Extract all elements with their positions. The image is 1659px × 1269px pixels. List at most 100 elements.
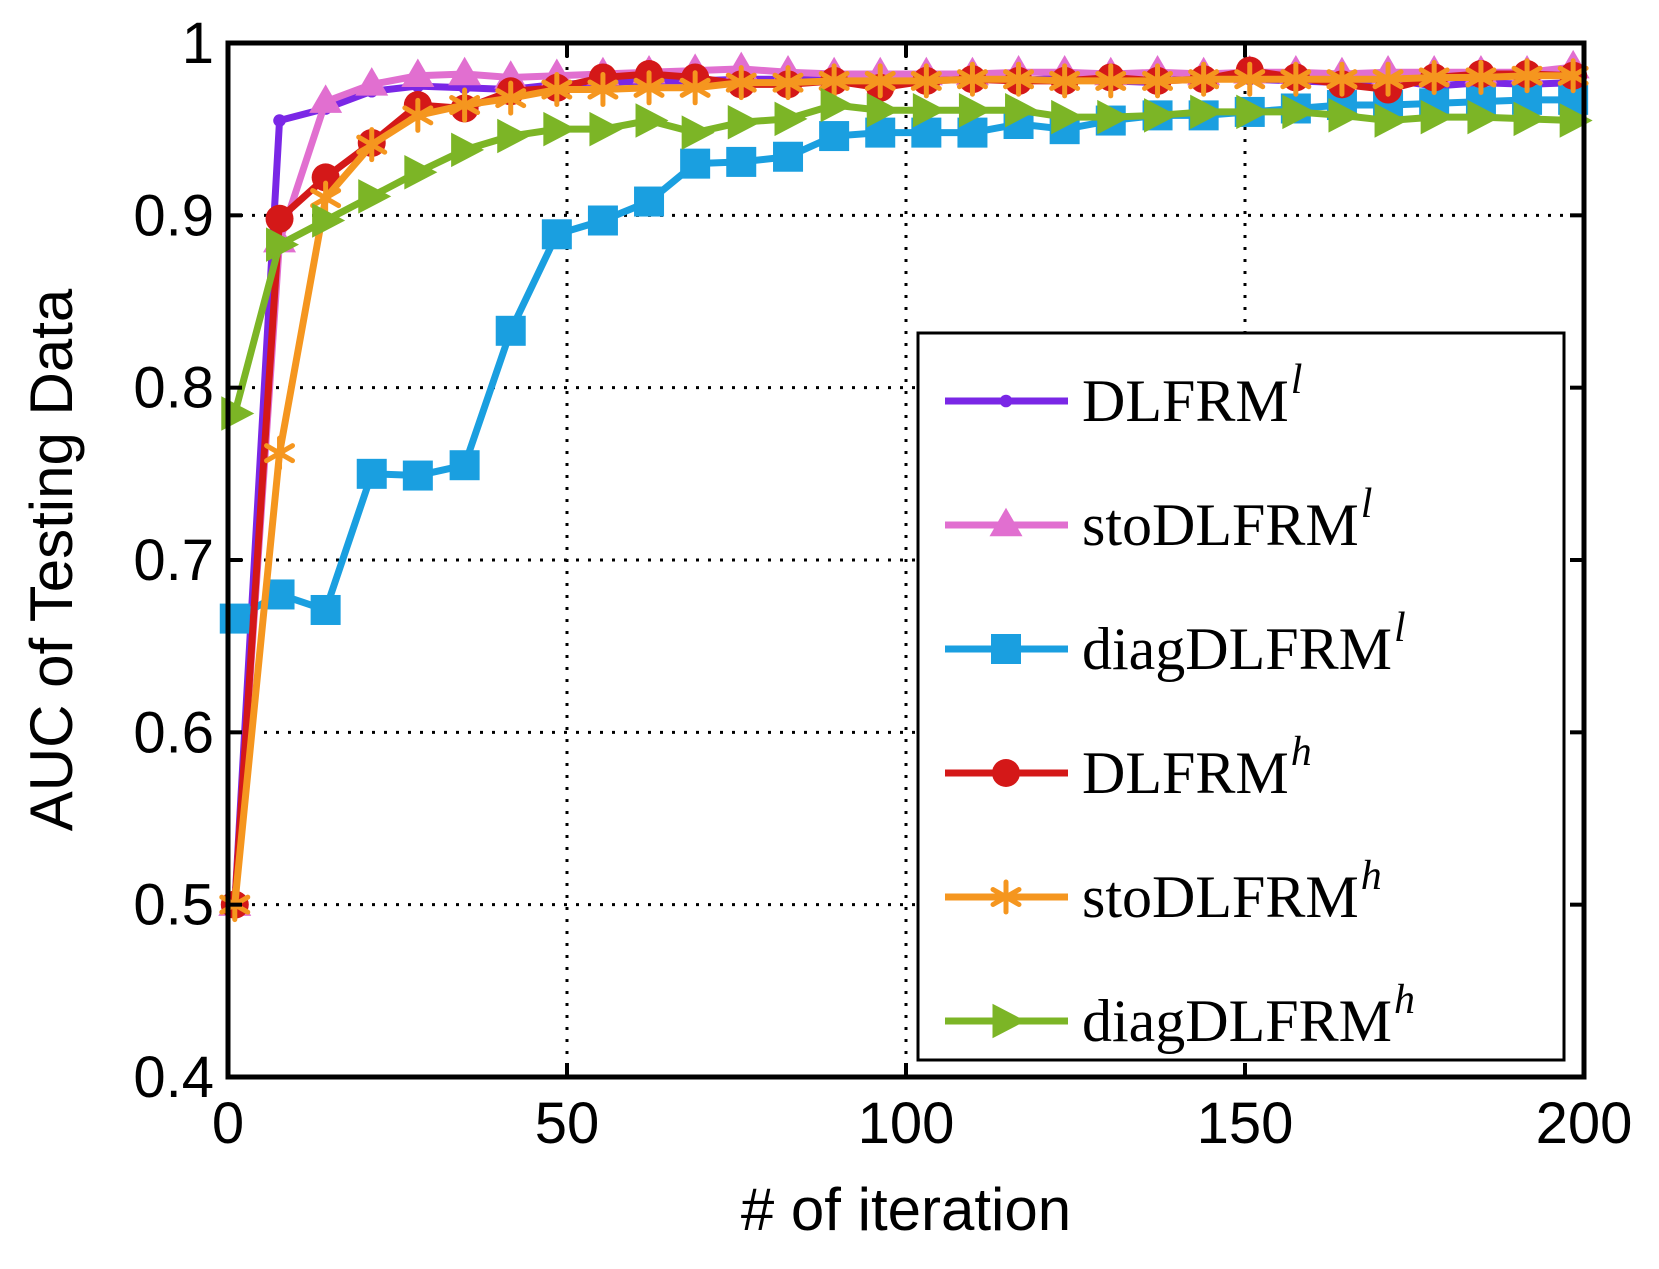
data-point-marker [449,87,481,123]
data-point-marker [820,87,854,123]
data-point-marker [219,603,250,634]
axis-ticks: 0 50 100 150 200 0.4 0.5 0.6 0.7 0.8 0.9 1 [133,11,1632,1156]
x-tick-label: 100 [858,1091,955,1156]
data-point-marker [449,450,480,481]
data-point-marker [265,204,294,233]
legend-label-superscript: l [1291,357,1303,403]
legend-entry: diagDLFRM l [945,605,1406,682]
legend-label-superscript: h [1361,853,1382,899]
series-5-diagdlfrm-h [221,87,1593,431]
data-point-marker [727,105,761,140]
data-point-marker [1051,99,1085,135]
y-tick-label: 0.7 [133,528,214,593]
data-point-marker [402,97,434,133]
y-axis-title: AUC of Testing Data [18,288,85,831]
data-point-marker [310,594,341,625]
data-point-marker [1005,92,1039,128]
data-point-marker [358,179,392,214]
data-point-marker [356,458,387,489]
data-point-marker [1326,61,1358,97]
data-point-marker [311,163,340,192]
legend-entry: stoDLFRM l [945,481,1372,558]
data-point-marker [309,84,343,113]
data-point-marker [401,58,435,87]
x-axis-title: # of iteration [741,1176,1071,1243]
data-point-marker [956,61,988,97]
data-point-marker [989,507,1023,537]
legend-label: diagDLFRM [1082,988,1392,1054]
data-point-marker [495,80,527,116]
data-point-marker [1282,94,1316,130]
data-point-marker [910,63,942,99]
data-point-marker [1280,61,1312,97]
data-point-marker [1467,99,1501,135]
data-point-marker [1095,63,1127,99]
series-4-stodlfrm-h [219,58,1589,923]
data-point-marker [273,114,286,127]
data-point-marker [726,146,757,177]
y-tick-label: 0.6 [133,700,214,765]
legend-label: DLFRM [1082,368,1289,434]
x-tick-label: 0 [212,1091,244,1156]
data-point-marker [1559,103,1593,138]
data-point-marker [587,205,618,236]
data-point-marker [1097,99,1131,135]
legend-label-superscript: h [1291,729,1312,775]
data-point-marker [958,92,992,128]
data-point-marker [266,227,300,262]
data-point-marker [451,132,485,168]
legend-label: stoDLFRM [1082,492,1359,558]
data-point-marker [497,118,531,154]
data-point-marker [1142,63,1174,99]
y-tick-label: 0.4 [133,1045,214,1110]
data-point-marker [1144,98,1178,133]
data-point-marker [448,56,482,86]
x-tick-label: 200 [1536,1091,1633,1156]
data-point-marker [1418,59,1450,95]
data-point-marker [818,63,850,99]
data-point-marker [681,115,715,150]
data-point-marker [1465,59,1497,95]
data-point-marker [990,879,1022,915]
data-point-marker [1372,61,1404,97]
y-tick-label: 0.8 [133,356,214,421]
legend-label-superscript: l [1394,605,1406,651]
data-point-marker [541,219,572,250]
data-point-marker [1236,94,1270,130]
data-point-marker [310,180,342,216]
data-point-marker [1374,103,1408,138]
data-point-marker [819,121,850,152]
data-point-marker [356,127,388,163]
data-point-marker [774,101,808,137]
legend-box [916,331,1566,1062]
data-point-marker [402,460,433,491]
data-point-marker [772,65,804,101]
data-point-marker [680,148,711,179]
data-point-marker [634,186,665,217]
data-point-marker [1049,63,1081,99]
legend-label: DLFRM [1082,740,1289,806]
data-point-marker [587,72,619,108]
data-point-marker [866,92,900,128]
data-point-marker [725,65,757,101]
y-tick-label: 1 [182,11,214,76]
data-point-marker [1420,99,1454,135]
data-point-marker [991,634,1021,664]
data-point-marker [992,1003,1026,1039]
data-point-marker [864,63,896,99]
data-point-marker [633,70,665,106]
data-point-marker [1003,61,1035,97]
data-point-marker [1328,98,1362,133]
legend-label-superscript: h [1394,977,1415,1023]
data-point-marker [679,70,711,106]
data-point-marker [912,92,946,128]
legend-entry: DLFRM l [945,357,1302,434]
data-point-marker [1234,61,1266,97]
data-point-marker [541,72,573,108]
data-point-marker [635,103,669,138]
data-point-marker [1188,61,1220,97]
data-point-marker [589,111,623,147]
data-point-marker [264,435,296,471]
